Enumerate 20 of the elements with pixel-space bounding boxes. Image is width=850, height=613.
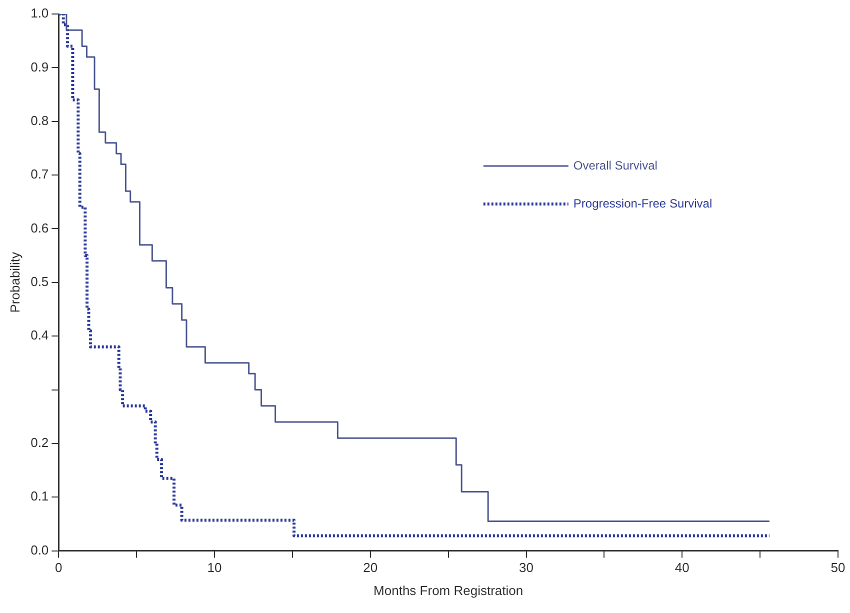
y-axis-title: Probability (7, 252, 22, 313)
y-tick-label: 0.4 (30, 328, 49, 343)
y-tick-label: 0.1 (30, 488, 49, 504)
y-tick-label: 0.8 (30, 112, 49, 128)
x-tick-label: 40 (674, 560, 690, 576)
x-tick-label: 10 (207, 560, 222, 576)
text: Overall Survival (573, 158, 658, 172)
x-tick-label: 20 (363, 560, 378, 576)
text: Progression-Free Survival (573, 196, 712, 210)
x-axis-title: Months From Registration (374, 582, 524, 598)
x-tick-label: 0 (55, 560, 62, 576)
y-tick-label: 0.7 (30, 166, 49, 182)
y-tick-label: 0.2 (30, 435, 49, 450)
y-tick-label: 1.0 (30, 6, 49, 21)
x-tick-label: 30 (519, 560, 534, 576)
y-tick-label: 0.9 (30, 59, 49, 74)
y-tick-label: 0.0 (30, 542, 49, 558)
y-tick-label: 0.5 (30, 274, 49, 289)
y-tick-label: 0.6 (30, 220, 49, 236)
x-tick-label: 50 (830, 560, 846, 576)
